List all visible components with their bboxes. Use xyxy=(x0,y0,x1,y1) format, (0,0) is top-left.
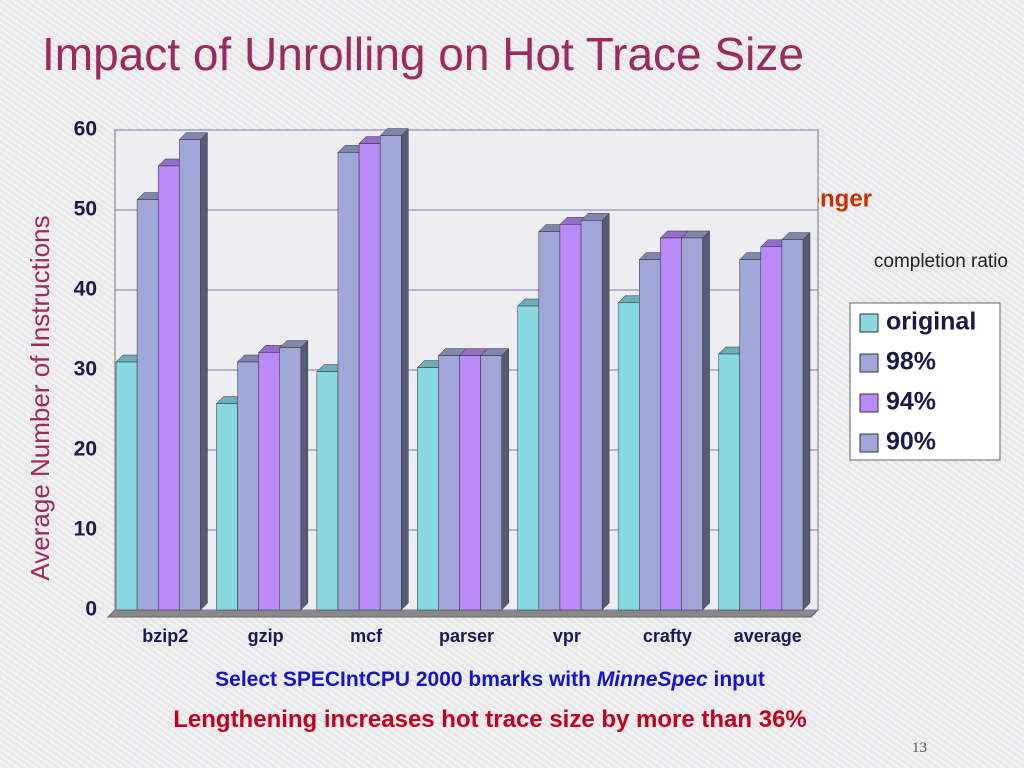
footer-line-2: Lengthening increases hot trace size by … xyxy=(173,706,807,733)
y-tick-label: 30 xyxy=(74,358,97,381)
legend-label: 90% xyxy=(886,428,936,456)
bar-front xyxy=(316,371,339,611)
bar-side xyxy=(200,131,208,611)
bar-front xyxy=(179,139,201,611)
bar-front xyxy=(538,231,561,611)
footer-text: Select SPECIntCPU 2000 bmarks with xyxy=(215,668,591,691)
bar-front xyxy=(438,355,460,611)
bar xyxy=(580,212,610,611)
legend-swatch xyxy=(859,433,879,453)
bar-side xyxy=(601,212,610,611)
bar-front xyxy=(739,259,762,611)
bar-front xyxy=(459,355,481,611)
bar-front xyxy=(718,353,740,611)
x-tick-label: vpr xyxy=(553,626,581,646)
legend-label: original xyxy=(886,308,976,336)
bar xyxy=(781,231,811,611)
bar xyxy=(480,347,510,611)
bar-front xyxy=(216,403,238,611)
y-tick-label: 50 xyxy=(74,198,97,221)
x-tick-label: mcf xyxy=(350,626,383,646)
bar xyxy=(279,339,309,611)
legend-swatch xyxy=(859,313,879,333)
bar-front xyxy=(480,355,502,611)
bar-front xyxy=(559,224,582,611)
bar xyxy=(178,131,209,611)
bar-front xyxy=(617,302,640,611)
y-axis-label: Average Number of Instructions xyxy=(25,215,55,580)
bar-front xyxy=(760,246,783,611)
y-tick-label: 20 xyxy=(74,438,97,461)
plot-floor xyxy=(106,609,820,618)
legend-swatch xyxy=(859,353,879,373)
bar-front xyxy=(115,361,138,611)
bar xyxy=(379,127,409,611)
bar xyxy=(680,230,711,611)
bar-front xyxy=(639,259,661,611)
y-tick-label: 0 xyxy=(85,598,97,621)
chart-title: Impact of Unrolling on Hot Trace Size xyxy=(42,28,804,80)
bar-side xyxy=(702,230,710,611)
bar-front xyxy=(781,239,804,611)
footer-italic: MinneSpec xyxy=(596,668,708,691)
x-tick-label: crafty xyxy=(643,626,692,646)
x-tick-label: parser xyxy=(439,626,494,646)
bar-front xyxy=(580,220,603,611)
bar-side xyxy=(802,231,811,611)
bar-side xyxy=(300,339,309,611)
bar-side xyxy=(501,347,509,611)
bar-front xyxy=(258,352,280,611)
bar-front xyxy=(417,367,439,611)
x-tick-label: average xyxy=(734,626,802,646)
y-tick-label: 10 xyxy=(74,518,97,541)
legend-label: 94% xyxy=(886,388,936,416)
y-tick-label: 60 xyxy=(74,118,97,141)
legend-title: completion ratio xyxy=(874,251,1008,272)
bar-front xyxy=(660,237,682,611)
bar-front xyxy=(681,237,703,611)
footer-line-1: Select SPECIntCPU 2000 bmarks with Minne… xyxy=(0,668,980,692)
bar-front xyxy=(358,143,381,611)
bar-front xyxy=(517,305,540,611)
legend-label: 98% xyxy=(886,348,936,376)
bar-front xyxy=(237,361,259,611)
bar-front xyxy=(136,199,159,611)
bar-side xyxy=(401,127,409,611)
x-tick-label: bzip2 xyxy=(142,626,188,646)
x-tick-label: gzip xyxy=(248,626,284,646)
page-number: 13 xyxy=(912,740,927,756)
bar-front xyxy=(279,347,302,611)
footer-text: input xyxy=(713,668,765,691)
bar-front xyxy=(337,152,360,611)
bar-front xyxy=(157,165,180,611)
y-tick-label: 40 xyxy=(74,278,97,301)
bar-front xyxy=(379,135,402,611)
legend-swatch xyxy=(859,393,879,413)
